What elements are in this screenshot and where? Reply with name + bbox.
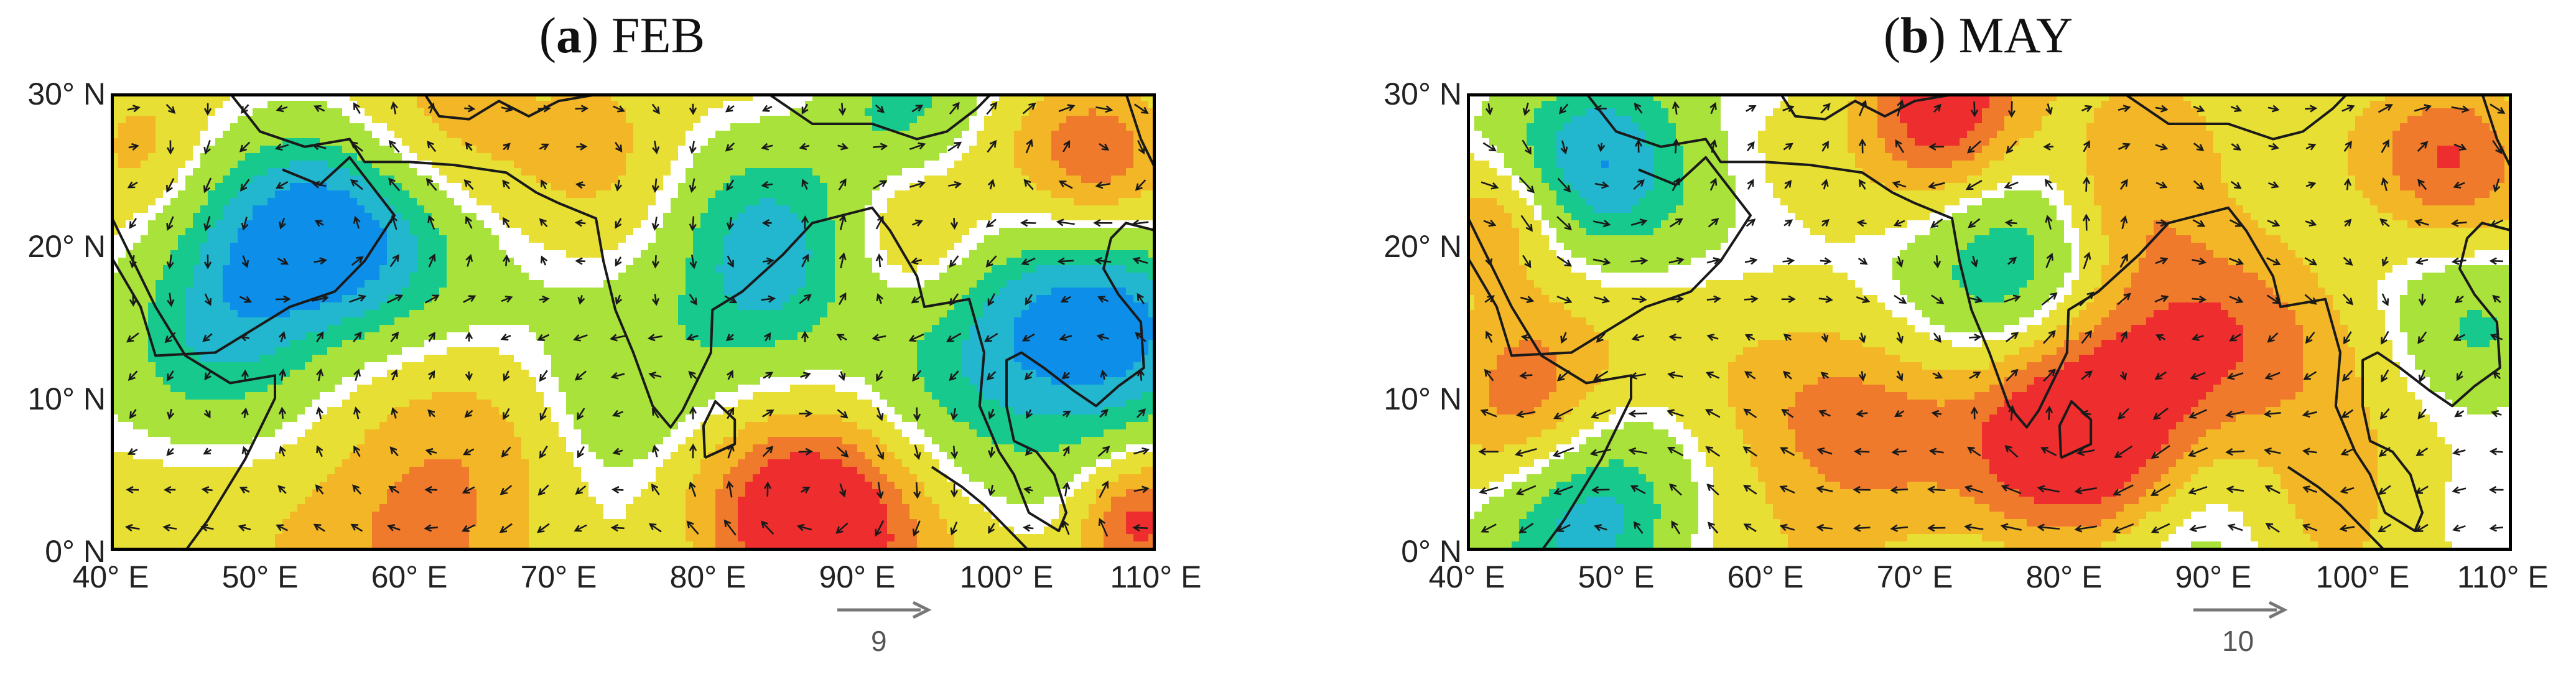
panel-may: (b) MAY 30° N 20° N 10° N 0° N 40° E 50°… [1356,0,2576,679]
lon-label-110: 110° E [2457,560,2549,594]
lon-label-40: 40° E [1428,560,1505,594]
panel-feb: (a) FEB 30° N 20° N 10° N 0° N 40° E 50°… [0,0,1244,679]
panel-letter: a [556,7,582,63]
panel-month: FEB [611,7,705,63]
lon-label-70: 70° E [520,560,597,594]
lon-label-80: 80° E [669,560,746,594]
lat-label-30: 30° N [27,77,106,111]
panel-month: MAY [1958,7,2073,63]
lon-label-90: 90° E [2175,560,2252,594]
map-frame [1467,93,2512,551]
anomaly-shading [111,93,1156,551]
panel-title: (a) FEB [539,7,705,63]
wind-anomaly-map [111,93,1156,551]
wind-vectors [1478,99,2506,535]
lon-label-40: 40° E [72,560,149,594]
lon-label-80: 80° E [2025,560,2103,594]
reference-arrow-icon [2193,601,2288,619]
lon-label-50: 50° E [1578,560,1655,594]
map-border [111,93,1156,551]
lat-label-0: 0° N [1401,534,1462,569]
reference-vector-label: 9 [871,625,887,657]
lat-label-10: 10° N [27,382,106,416]
lon-label-60: 60° E [371,560,448,594]
lon-label-110: 110° E [1110,560,1202,594]
lon-label-90: 90° E [819,560,896,594]
lat-label-20: 20° N [1383,229,1462,264]
wind-anomaly-map [1467,93,2512,551]
lon-label-50: 50° E [221,560,299,594]
coastline [1467,93,2512,551]
lat-label-30: 30° N [1383,77,1462,111]
lat-label-20: 20° N [27,229,106,264]
lat-label-0: 0° N [45,534,106,569]
map-border [1467,93,2512,551]
lat-label-10: 10° N [1383,382,1462,416]
wind-vectors [124,101,1150,537]
lon-label-60: 60° E [1727,560,1804,594]
map-frame [111,93,1156,551]
lon-label-100: 100° E [2315,560,2410,594]
panel-title: (b) MAY [1883,7,2073,63]
reference-arrow-icon [837,601,932,619]
anomaly-shading [1467,93,2512,551]
lon-label-100: 100° E [959,560,1054,594]
lon-label-70: 70° E [1876,560,1953,594]
coastline [111,93,1156,551]
panel-letter: b [1900,7,1929,63]
reference-vector-label: 10 [2222,625,2254,657]
